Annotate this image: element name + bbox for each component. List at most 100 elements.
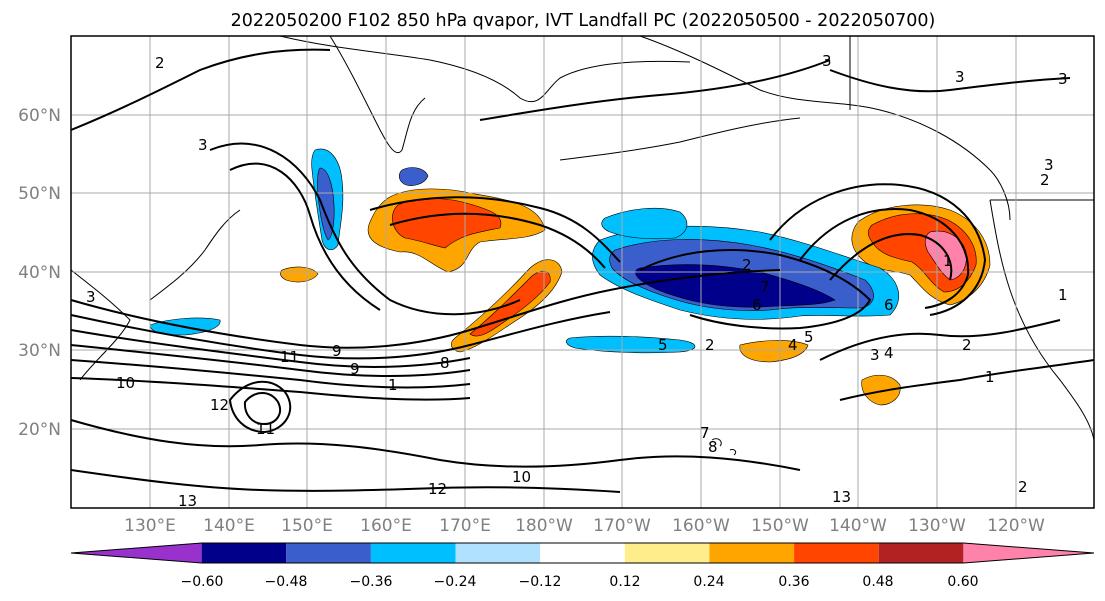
contour-jet-5	[70, 359, 471, 389]
contour-jet-4	[70, 344, 471, 377]
contour-label: 1	[985, 368, 995, 386]
colorbar-swatch	[963, 543, 1094, 563]
contour-arc-central-2	[389, 212, 606, 269]
colorbar-tick-label: −0.24	[434, 574, 477, 590]
anomaly-positive-central-core	[392, 198, 502, 249]
colorbar-swatch	[370, 543, 456, 563]
colorbar-tick-label: 0.36	[778, 574, 809, 590]
contour-arc-central	[369, 196, 621, 263]
contour-label: 3	[870, 346, 880, 364]
contour-label: 3	[955, 68, 965, 86]
colorbar-swatch	[286, 543, 371, 563]
contour-label: 10	[116, 374, 135, 392]
anomaly-positive-east	[739, 340, 809, 363]
lon-label: 140°E	[203, 516, 255, 536]
contour-northeast	[829, 69, 1071, 93]
contour-arc-east	[769, 183, 987, 316]
contour-label-layer: 2 3 3 3 3 2 1 1 2 2 1 4 5 6 7 8 9 9 10 1…	[86, 52, 1068, 510]
colorbar-swatch	[455, 543, 541, 563]
contour-jet-2	[70, 311, 611, 360]
contour-jet-1	[70, 269, 781, 349]
lon-label: 120°W	[987, 516, 1045, 536]
anomaly-positive-southeast	[861, 374, 901, 406]
anomaly-negative-north-central	[398, 167, 429, 186]
contour-label: 11	[256, 420, 275, 438]
contour-label: 2	[962, 336, 972, 354]
lon-label: 180°W	[515, 516, 573, 536]
contour-label: 1	[1058, 286, 1068, 304]
lat-label: 50°N	[18, 184, 61, 204]
contour-label: 3	[198, 136, 208, 154]
lon-label: 150°W	[751, 516, 809, 536]
map-frame	[70, 35, 1095, 509]
colorbar-tick-label: 0.12	[609, 574, 640, 590]
colorbar-tick-label: 0.48	[862, 574, 893, 590]
contour-jet-3	[70, 329, 471, 368]
lon-label: 140°W	[829, 516, 887, 536]
lon-label: 150°E	[281, 516, 333, 536]
contour-southeast	[819, 319, 1061, 361]
contour-label: 2	[742, 256, 752, 274]
border-canada-usa	[849, 36, 1094, 201]
colorbar-tick-label: −0.48	[265, 574, 308, 590]
anomaly-negative-north	[601, 207, 688, 240]
lon-label: 170°E	[439, 516, 491, 536]
contour-label: 2	[705, 336, 715, 354]
colorbar-tick-label: 0.60	[947, 574, 978, 590]
colorbar-swatch	[878, 543, 964, 563]
colorbar-tick-label: −0.36	[350, 574, 393, 590]
lon-label: 160°W	[672, 516, 730, 536]
coastline-siberia	[279, 35, 691, 103]
colorbar-tick-label: 0.24	[693, 574, 724, 590]
contour-label: 3	[822, 52, 832, 70]
colorbar-swatch	[624, 543, 710, 563]
contour-label: 13	[178, 492, 197, 510]
contour-label: 9	[350, 360, 360, 378]
contour-label: 4	[884, 344, 894, 362]
lat-label: 60°N	[18, 106, 61, 126]
lon-label: 160°E	[360, 516, 412, 536]
coastline-japan	[149, 209, 241, 301]
colorbar-swatch	[709, 543, 795, 563]
contour-label: 3	[1058, 70, 1068, 88]
anomaly-negative-belt-core	[635, 264, 836, 308]
shading-layer	[149, 148, 991, 406]
colorbar-tick-label: −0.60	[181, 574, 224, 590]
colorbar-swatch	[540, 543, 625, 563]
colorbar-swatch	[201, 543, 287, 563]
contour-arc-east-2	[799, 208, 970, 309]
longitude-labels: 130°E 140°E 150°E 160°E 170°E 180°W 170°…	[124, 516, 1045, 536]
colorbar-ticks: −0.60 −0.48 −0.36 −0.24 −0.12 0.12 0.24 …	[181, 574, 979, 590]
contour-vortex-sw-2	[243, 392, 282, 426]
anomaly-positive-westcentral	[280, 266, 319, 283]
colorbar-swatch	[71, 543, 202, 563]
contour-label: 1	[943, 252, 953, 270]
contour-label: 5	[658, 336, 668, 354]
colorbar-swatch	[794, 543, 879, 563]
lat-label: 20°N	[18, 420, 61, 440]
contours	[70, 48, 1095, 493]
coastline-hawaii	[711, 438, 737, 456]
contour-label: 11	[280, 348, 299, 366]
colorbar-outline	[70, 542, 1095, 564]
contour-label: 7	[700, 424, 710, 442]
contour-loop-west-2	[229, 162, 381, 311]
lat-label: 30°N	[18, 341, 61, 361]
contour-vortex-sw	[228, 380, 292, 434]
contour-label: 12	[210, 396, 229, 414]
contour-label: 6	[752, 296, 762, 314]
contour-north-1	[70, 48, 331, 131]
graticule	[71, 36, 1094, 508]
contour-south-2	[70, 469, 621, 493]
colorbar: −0.60 −0.48 −0.36 −0.24 −0.12 0.12 0.24 …	[70, 542, 1095, 590]
contour-southeast-2	[839, 359, 1095, 401]
contour-jet-6	[70, 377, 471, 401]
contour-south-1	[70, 419, 801, 471]
lat-label: 40°N	[18, 263, 61, 283]
contour-arc-east-3	[829, 233, 953, 281]
coastline-aleutians	[559, 117, 801, 161]
figure-title: 2022050200 F102 850 hPa qvapor, IVT Land…	[231, 11, 936, 31]
contour-label: 3	[86, 288, 96, 306]
contour-label: 13	[832, 488, 851, 506]
